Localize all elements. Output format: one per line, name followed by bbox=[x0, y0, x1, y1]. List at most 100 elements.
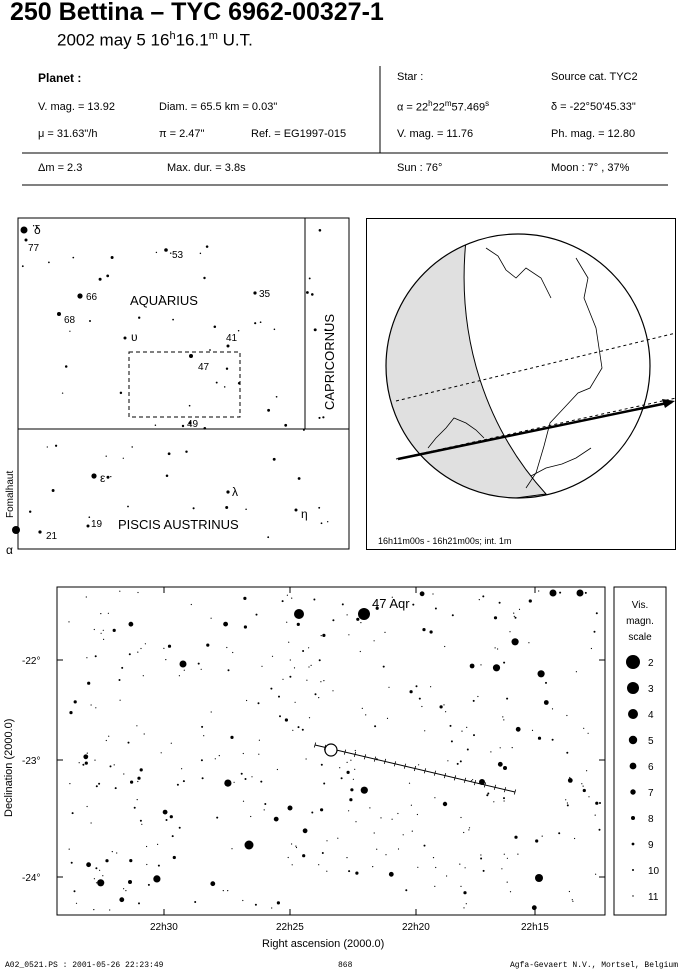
map-star bbox=[137, 780, 139, 783]
map-star bbox=[254, 903, 257, 906]
map-star bbox=[566, 802, 569, 804]
map-star bbox=[244, 840, 254, 850]
map-star bbox=[146, 845, 148, 848]
map-star bbox=[302, 828, 308, 834]
map-star bbox=[588, 796, 590, 798]
map-star bbox=[118, 679, 121, 681]
finder-star bbox=[275, 395, 278, 398]
legend-dot bbox=[628, 735, 638, 745]
map-star bbox=[206, 643, 210, 647]
path-tick bbox=[353, 751, 357, 758]
finder-star bbox=[284, 423, 288, 427]
map-star bbox=[528, 642, 530, 644]
globe-outline bbox=[385, 233, 651, 499]
finder-star bbox=[245, 508, 247, 510]
star-label-19: 19 bbox=[91, 519, 103, 530]
map-star bbox=[305, 758, 307, 760]
map-star bbox=[518, 608, 521, 610]
map-star bbox=[292, 729, 294, 731]
map-star bbox=[478, 599, 480, 601]
y-tick-22: -22° bbox=[22, 656, 40, 667]
map-star bbox=[513, 612, 515, 614]
map-star bbox=[311, 811, 314, 814]
map-star bbox=[250, 815, 252, 818]
occultation-centerline bbox=[397, 400, 673, 461]
map-star bbox=[293, 667, 296, 669]
path-tick bbox=[503, 787, 507, 793]
map-star bbox=[511, 747, 513, 749]
x-tick-22h25: 22h25 bbox=[276, 922, 304, 933]
map-star bbox=[466, 748, 469, 751]
map-star bbox=[86, 752, 88, 754]
finder-star bbox=[225, 506, 229, 509]
map-star bbox=[167, 644, 172, 648]
finder-star bbox=[46, 446, 48, 448]
map-star bbox=[493, 801, 495, 803]
map-star bbox=[176, 783, 179, 786]
finder-star bbox=[155, 251, 158, 254]
map-star bbox=[498, 601, 501, 604]
map-star bbox=[595, 801, 599, 805]
map-star bbox=[291, 843, 293, 845]
map-star bbox=[70, 861, 73, 864]
path-tick bbox=[343, 749, 347, 755]
constellation-aquarius: AQUARIUS bbox=[130, 293, 198, 308]
map-star bbox=[278, 695, 280, 698]
legend-label: 3 bbox=[648, 684, 654, 695]
path-tick bbox=[483, 782, 487, 788]
map-star bbox=[391, 596, 393, 598]
map-star bbox=[136, 799, 138, 801]
map-star bbox=[346, 761, 348, 763]
finder-star bbox=[164, 248, 168, 252]
legend-label: 9 bbox=[648, 840, 654, 851]
finder-star bbox=[259, 321, 262, 324]
legend-dot bbox=[629, 762, 637, 770]
map-star bbox=[359, 650, 361, 653]
map-star bbox=[90, 822, 92, 824]
map-star bbox=[571, 899, 573, 901]
map-star bbox=[255, 613, 258, 616]
map-star bbox=[286, 621, 288, 623]
map-star bbox=[203, 735, 205, 737]
map-star bbox=[472, 699, 475, 702]
map-star bbox=[360, 786, 368, 794]
finder-star bbox=[57, 312, 61, 316]
finder-star bbox=[223, 386, 226, 388]
map-star bbox=[68, 621, 70, 623]
map-star bbox=[160, 752, 162, 754]
map-star bbox=[294, 609, 304, 619]
map-star bbox=[129, 859, 133, 863]
map-star bbox=[99, 869, 101, 871]
map-star bbox=[477, 695, 479, 698]
map-star bbox=[179, 660, 187, 668]
map-star bbox=[100, 613, 102, 615]
map-star bbox=[332, 690, 334, 692]
map-star bbox=[102, 629, 104, 631]
star-photo-mag: Ph. mag. = 12.80 bbox=[551, 128, 636, 140]
legend-label: 4 bbox=[648, 710, 654, 721]
finder-star bbox=[199, 252, 202, 255]
x-tick-22h30: 22h30 bbox=[150, 922, 178, 933]
map-star bbox=[263, 809, 265, 811]
map-star bbox=[201, 725, 204, 728]
map-star bbox=[354, 749, 356, 752]
finder-star bbox=[106, 274, 110, 278]
path-tick bbox=[413, 765, 417, 772]
map-star bbox=[276, 768, 278, 771]
legend-dot bbox=[630, 789, 636, 795]
map-star bbox=[240, 772, 243, 775]
map-star bbox=[86, 862, 91, 868]
star-label-41: 41 bbox=[226, 333, 238, 344]
finder-star bbox=[267, 408, 271, 412]
star-right-ascension: α = 22h22m57.469s bbox=[397, 99, 490, 114]
finder-star bbox=[86, 524, 90, 528]
legend-label: 6 bbox=[648, 762, 654, 773]
map-star bbox=[137, 776, 141, 780]
finder-star bbox=[21, 265, 24, 268]
map-star bbox=[432, 857, 435, 859]
finder-star bbox=[272, 457, 276, 461]
map-star bbox=[459, 863, 461, 865]
map-star bbox=[243, 596, 247, 600]
finder-star bbox=[297, 477, 301, 480]
map-star bbox=[493, 616, 498, 620]
